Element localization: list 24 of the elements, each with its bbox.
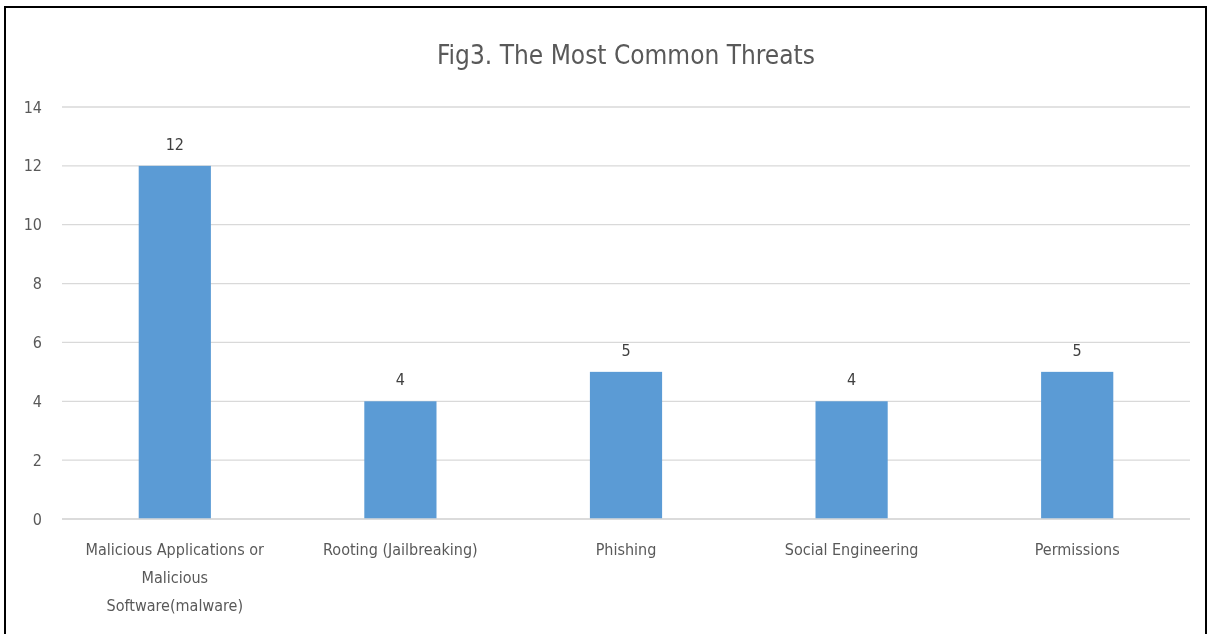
y-tick-label: 0 (32, 509, 42, 529)
x-tick-label: Social Engineering (784, 540, 919, 559)
y-tick-label: 12 (23, 156, 42, 176)
chart-title: Fig3. The Most Common Threats (437, 40, 815, 70)
x-tick-label: Phishing (595, 540, 657, 559)
bar (364, 401, 437, 519)
y-tick-label: 6 (32, 333, 42, 353)
data-label: 5 (621, 340, 631, 360)
data-label: 4 (847, 370, 857, 390)
data-label: 5 (1072, 340, 1082, 360)
data-label: 12 (165, 134, 184, 154)
bar (138, 165, 211, 519)
y-tick-label: 14 (23, 97, 42, 117)
x-tick-label: Permissions (1034, 540, 1120, 559)
x-tick-label: Rooting (Jailbreaking) (323, 540, 478, 559)
y-tick-label: 2 (32, 450, 42, 470)
bar (589, 371, 663, 519)
data-label: 4 (395, 370, 405, 390)
y-tick-label: 10 (23, 215, 42, 235)
bar (1041, 371, 1114, 519)
y-tick-label: 4 (32, 391, 42, 411)
y-tick-label: 8 (32, 274, 42, 294)
x-tick-label: Malicious Applications or Malicious Software(malware) (85, 540, 265, 615)
bar (815, 401, 888, 519)
